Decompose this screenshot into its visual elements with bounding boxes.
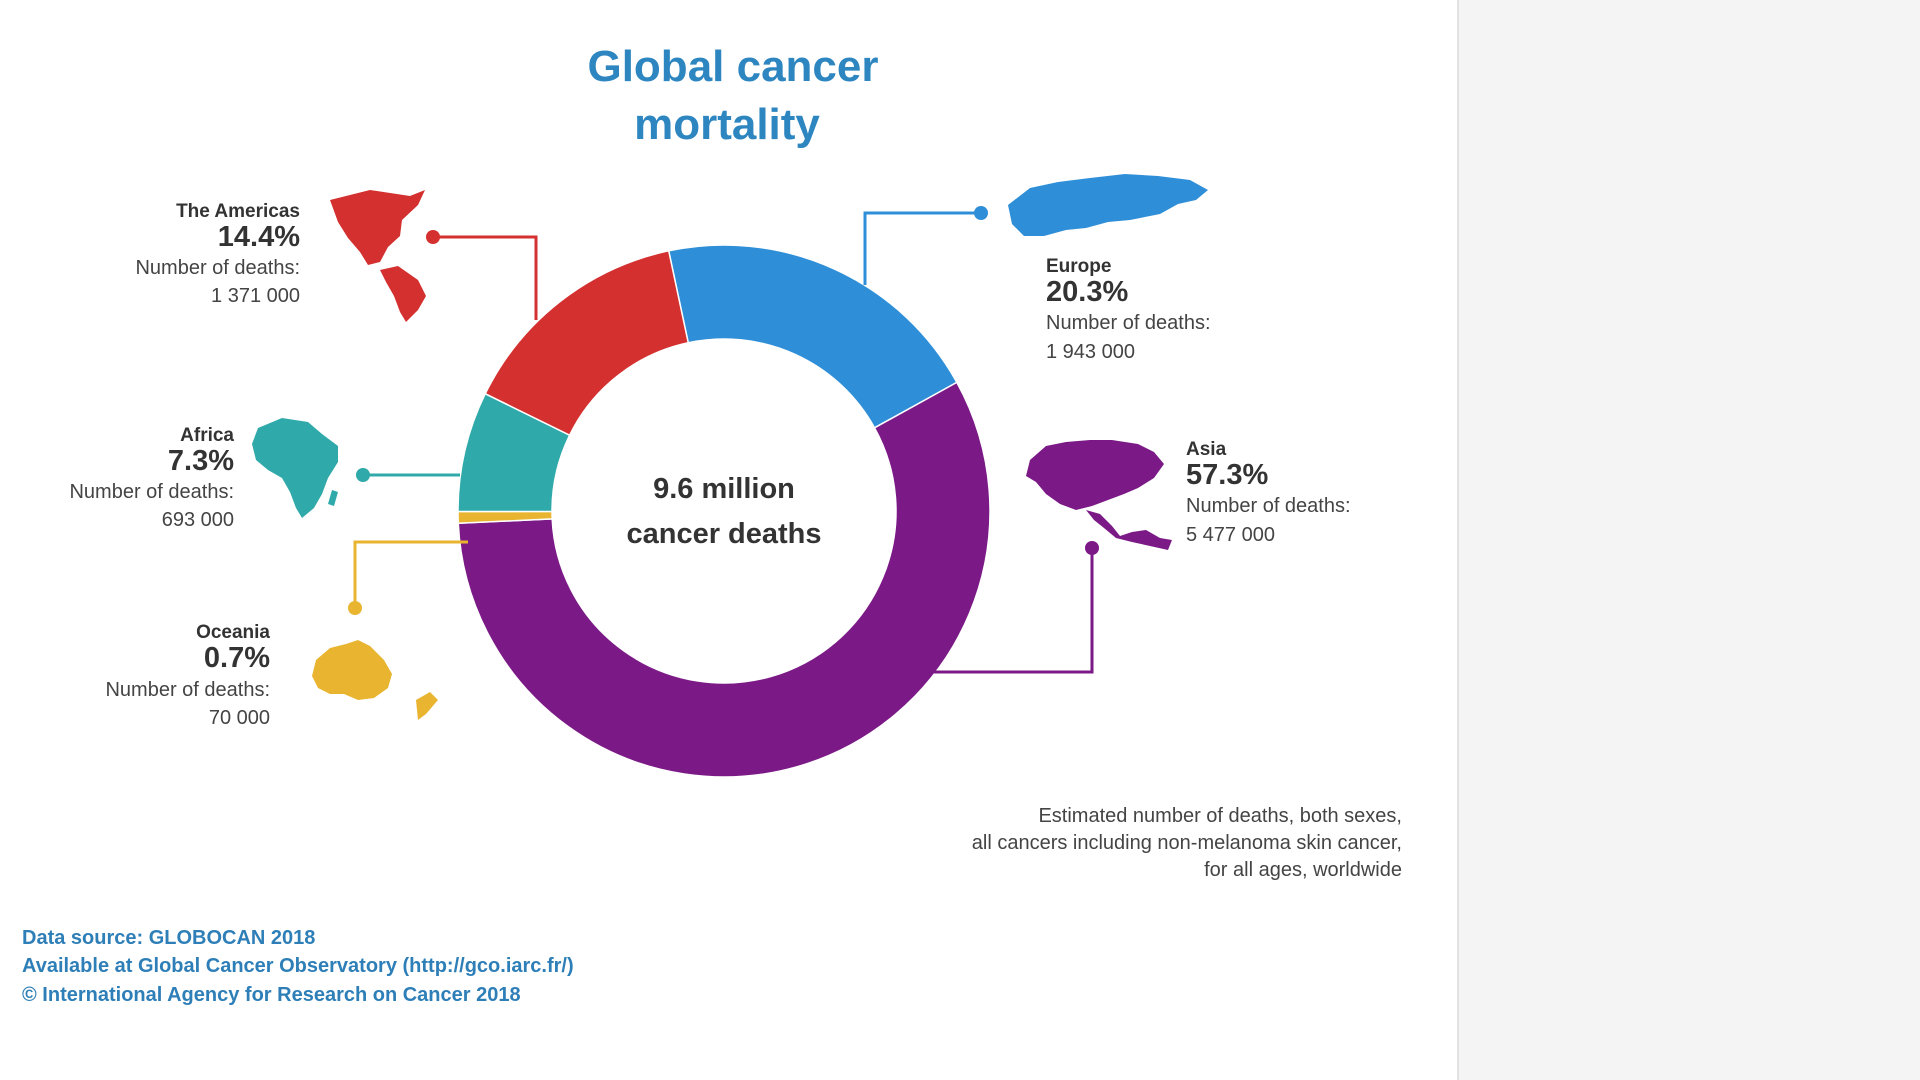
leader-line-americas bbox=[433, 235, 538, 320]
estimate-note: Estimated number of deaths, both sexes, … bbox=[972, 805, 1402, 881]
region-percent-europe: 20.3% bbox=[1046, 276, 1128, 308]
center-label-line-1: 9.6 million bbox=[653, 473, 795, 505]
region-name-europe: Europe bbox=[1046, 256, 1111, 277]
region-name-americas: The Americas bbox=[176, 201, 300, 222]
note-line-3: for all ages, worldwide bbox=[1204, 859, 1402, 881]
chart-title-line-1: Global cancer bbox=[587, 42, 878, 91]
region-deaths-americas: 1 371 000 bbox=[211, 285, 300, 307]
chart-title-line-2: mortality bbox=[634, 100, 820, 149]
region-name-africa: Africa bbox=[180, 425, 234, 446]
source-line-1: Data source: GLOBOCAN 2018 bbox=[22, 927, 315, 949]
label-asia: Asia 57.3% Number of deaths: 5 477 000 bbox=[1186, 439, 1351, 546]
leader-line-oceania bbox=[353, 540, 468, 608]
region-percent-americas: 14.4% bbox=[218, 221, 300, 253]
leader-line-asia bbox=[930, 548, 1094, 674]
leader-dot-africa bbox=[356, 468, 370, 482]
region-deaths-europe: 1 943 000 bbox=[1046, 341, 1135, 363]
region-deaths-label-americas: Number of deaths: bbox=[135, 257, 300, 279]
region-deaths-label-oceania: Number of deaths: bbox=[105, 679, 270, 701]
region-deaths-asia: 5 477 000 bbox=[1186, 524, 1275, 546]
leader-dot-americas bbox=[426, 230, 440, 244]
label-oceania: Oceania 0.7% Number of deaths: 70 000 bbox=[105, 622, 270, 729]
oceania-map-icon bbox=[312, 640, 438, 720]
note-line-2: all cancers including non-melanoma skin … bbox=[972, 832, 1402, 854]
center-label-line-2: cancer deaths bbox=[626, 518, 821, 550]
slice-europe bbox=[667, 244, 958, 429]
europe-map-icon bbox=[1008, 174, 1208, 236]
region-name-oceania: Oceania bbox=[196, 622, 270, 643]
data-source: Data source: GLOBOCAN 2018 Available at … bbox=[22, 927, 574, 1006]
region-deaths-label-europe: Number of deaths: bbox=[1046, 312, 1211, 334]
note-line-1: Estimated number of deaths, both sexes, bbox=[1038, 805, 1402, 827]
africa-map-icon bbox=[252, 418, 338, 518]
label-americas: The Americas 14.4% Number of deaths: 1 3… bbox=[135, 201, 300, 307]
leader-line-europe bbox=[863, 211, 981, 285]
asia-map-icon bbox=[1026, 440, 1172, 550]
source-line-2: Available at Global Cancer Observatory (… bbox=[22, 955, 574, 977]
donut-slices bbox=[457, 244, 991, 778]
region-deaths-africa: 693 000 bbox=[162, 509, 234, 531]
leader-lines bbox=[348, 206, 1099, 674]
region-deaths-label-africa: Number of deaths: bbox=[69, 481, 234, 503]
slice-asia bbox=[457, 381, 991, 778]
region-percent-asia: 57.3% bbox=[1186, 459, 1268, 491]
region-deaths-label-asia: Number of deaths: bbox=[1186, 495, 1351, 517]
label-europe: Europe 20.3% Number of deaths: 1 943 000 bbox=[1046, 256, 1211, 363]
region-deaths-oceania: 70 000 bbox=[209, 707, 270, 729]
leader-dot-europe bbox=[974, 206, 988, 220]
blank-side-panel bbox=[1457, 0, 1920, 1080]
label-africa: Africa 7.3% Number of deaths: 693 000 bbox=[69, 425, 234, 531]
region-percent-oceania: 0.7% bbox=[204, 642, 270, 674]
slice-the-americas bbox=[484, 249, 690, 437]
donut-chart: Global cancer mortality 9.6 million canc… bbox=[22, 42, 1402, 1006]
leader-dot-asia bbox=[1085, 541, 1099, 555]
leader-dot-oceania bbox=[348, 601, 362, 615]
region-percent-africa: 7.3% bbox=[168, 445, 234, 477]
source-line-3: © International Agency for Research on C… bbox=[22, 984, 521, 1006]
americas-map-icon bbox=[330, 190, 426, 322]
infographic-panel: Global cancer mortality 9.6 million canc… bbox=[22, 42, 1402, 1006]
region-name-asia: Asia bbox=[1186, 439, 1227, 460]
